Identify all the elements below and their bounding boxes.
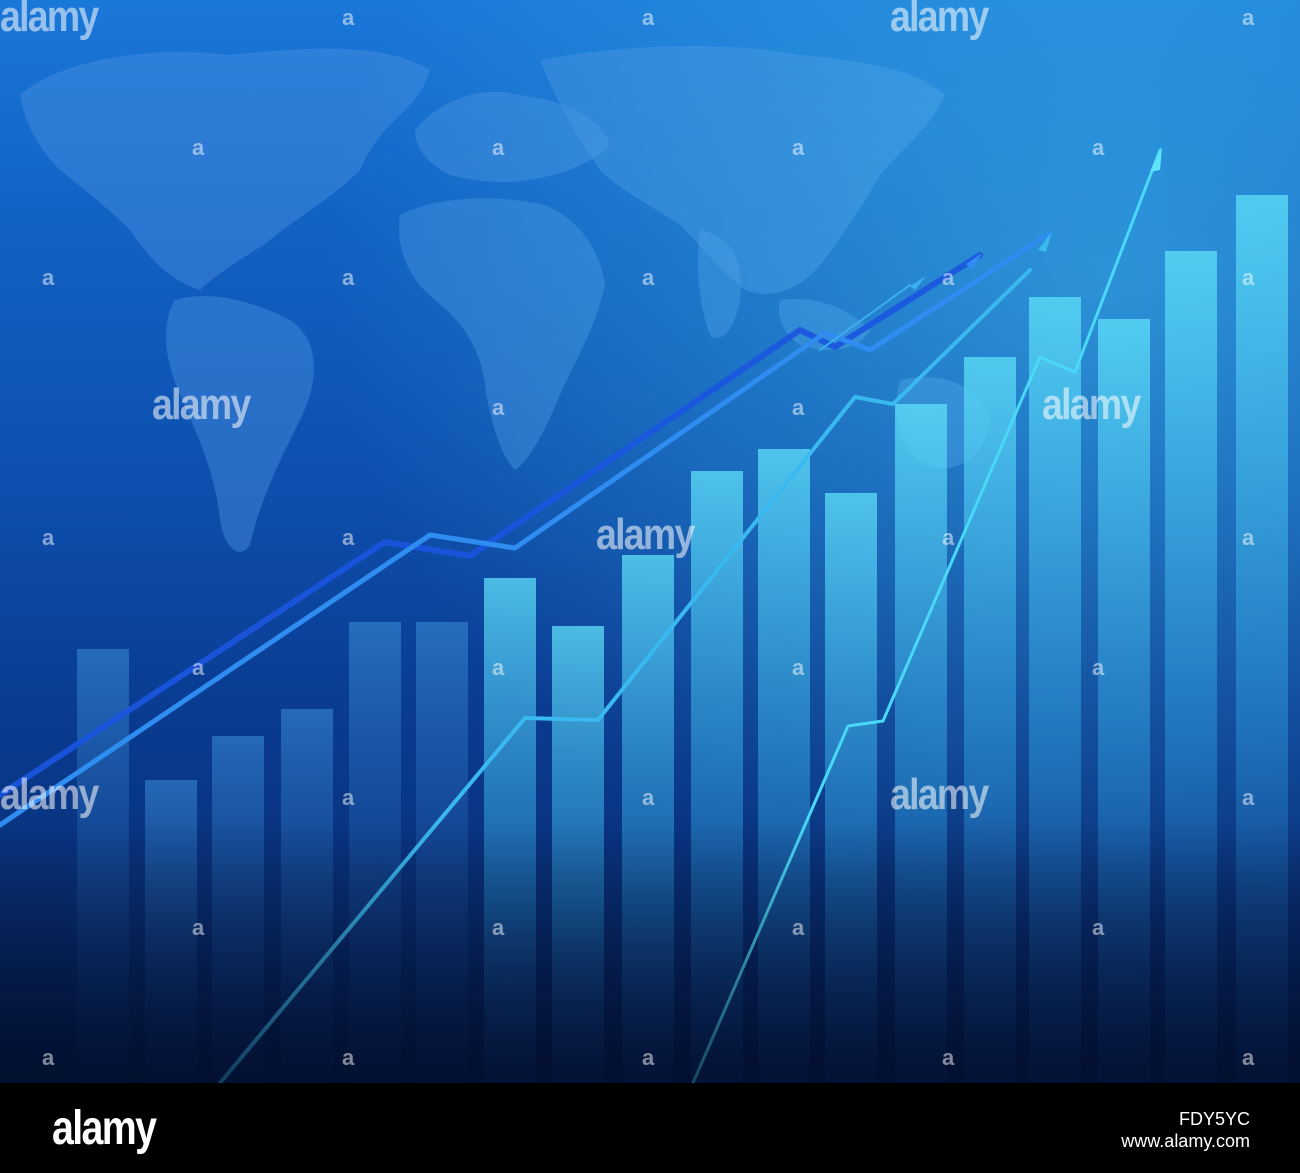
scene-graphics <box>0 0 1300 1083</box>
watermark-mark: a <box>492 915 505 940</box>
watermark-mark: a <box>1242 265 1255 290</box>
watermark-mark: a <box>42 1045 55 1070</box>
trend-line-dark <box>0 252 983 798</box>
watermark-mark: a <box>792 915 805 940</box>
watermark-mark: a <box>1242 5 1255 30</box>
watermark-mark: a <box>642 5 655 30</box>
watermark-mark: a <box>642 1045 655 1070</box>
watermark-logo: alamy <box>1042 380 1141 429</box>
footer-bar: alamy FDY5YC www.alamy.com <box>0 1083 1300 1173</box>
site-url: www.alamy.com <box>1121 1131 1250 1151</box>
watermark-mark: a <box>1242 525 1255 550</box>
watermark-mark: a <box>1092 915 1105 940</box>
watermark-mark: a <box>342 5 355 30</box>
watermark-mark: a <box>792 135 805 160</box>
arrow-head-medium <box>966 253 982 270</box>
trend-line-faint <box>819 284 911 351</box>
watermark-logo: alamy <box>890 0 989 41</box>
image-id: FDY5YC <box>1178 1109 1250 1129</box>
watermark-mark: a <box>492 655 505 680</box>
watermark-logo: alamy <box>0 770 99 819</box>
trend-line-bright <box>691 148 1162 1083</box>
watermark-mark: a <box>642 785 655 810</box>
alamy-logo: alamy <box>52 1102 157 1155</box>
watermark-mark: a <box>1242 1045 1255 1070</box>
watermark-mark: a <box>1242 785 1255 810</box>
watermark-mark: a <box>192 655 205 680</box>
watermark-mark: a <box>792 655 805 680</box>
watermark-mark: a <box>942 1045 955 1070</box>
arrow-head-faint <box>910 276 926 290</box>
watermark-mark: a <box>492 135 505 160</box>
watermark-mark: a <box>792 395 805 420</box>
watermark-logo: alamy <box>596 510 695 559</box>
watermark-mark: a <box>192 135 205 160</box>
watermark-mark: a <box>1092 655 1105 680</box>
watermark-mark: a <box>942 525 955 550</box>
trend-line-medium <box>0 230 1053 828</box>
watermark-mark: a <box>42 525 55 550</box>
watermark-mark: a <box>942 265 955 290</box>
watermark-mark: a <box>342 525 355 550</box>
watermark-mark: a <box>492 395 505 420</box>
stock-image: alamy alamy alamy alamy alamy alamy alam… <box>0 0 1300 1083</box>
trend-lines <box>0 148 1162 1083</box>
arrow-head-light <box>1038 231 1052 252</box>
watermark-mark: a <box>342 785 355 810</box>
watermark-mark: a <box>342 265 355 290</box>
watermark-mark: a <box>42 265 55 290</box>
trend-line-light <box>218 268 1032 1083</box>
watermark-mark: a <box>1092 135 1105 160</box>
watermark-logo: alamy <box>152 380 251 429</box>
watermark-logo: alamy <box>0 0 99 41</box>
arrow-head-bright <box>1150 147 1162 172</box>
watermark-logo: alamy <box>890 770 989 819</box>
watermark-mark: a <box>342 1045 355 1070</box>
watermark-mark: a <box>642 265 655 290</box>
watermark-mark: a <box>192 915 205 940</box>
arrow-heads <box>910 147 1162 290</box>
